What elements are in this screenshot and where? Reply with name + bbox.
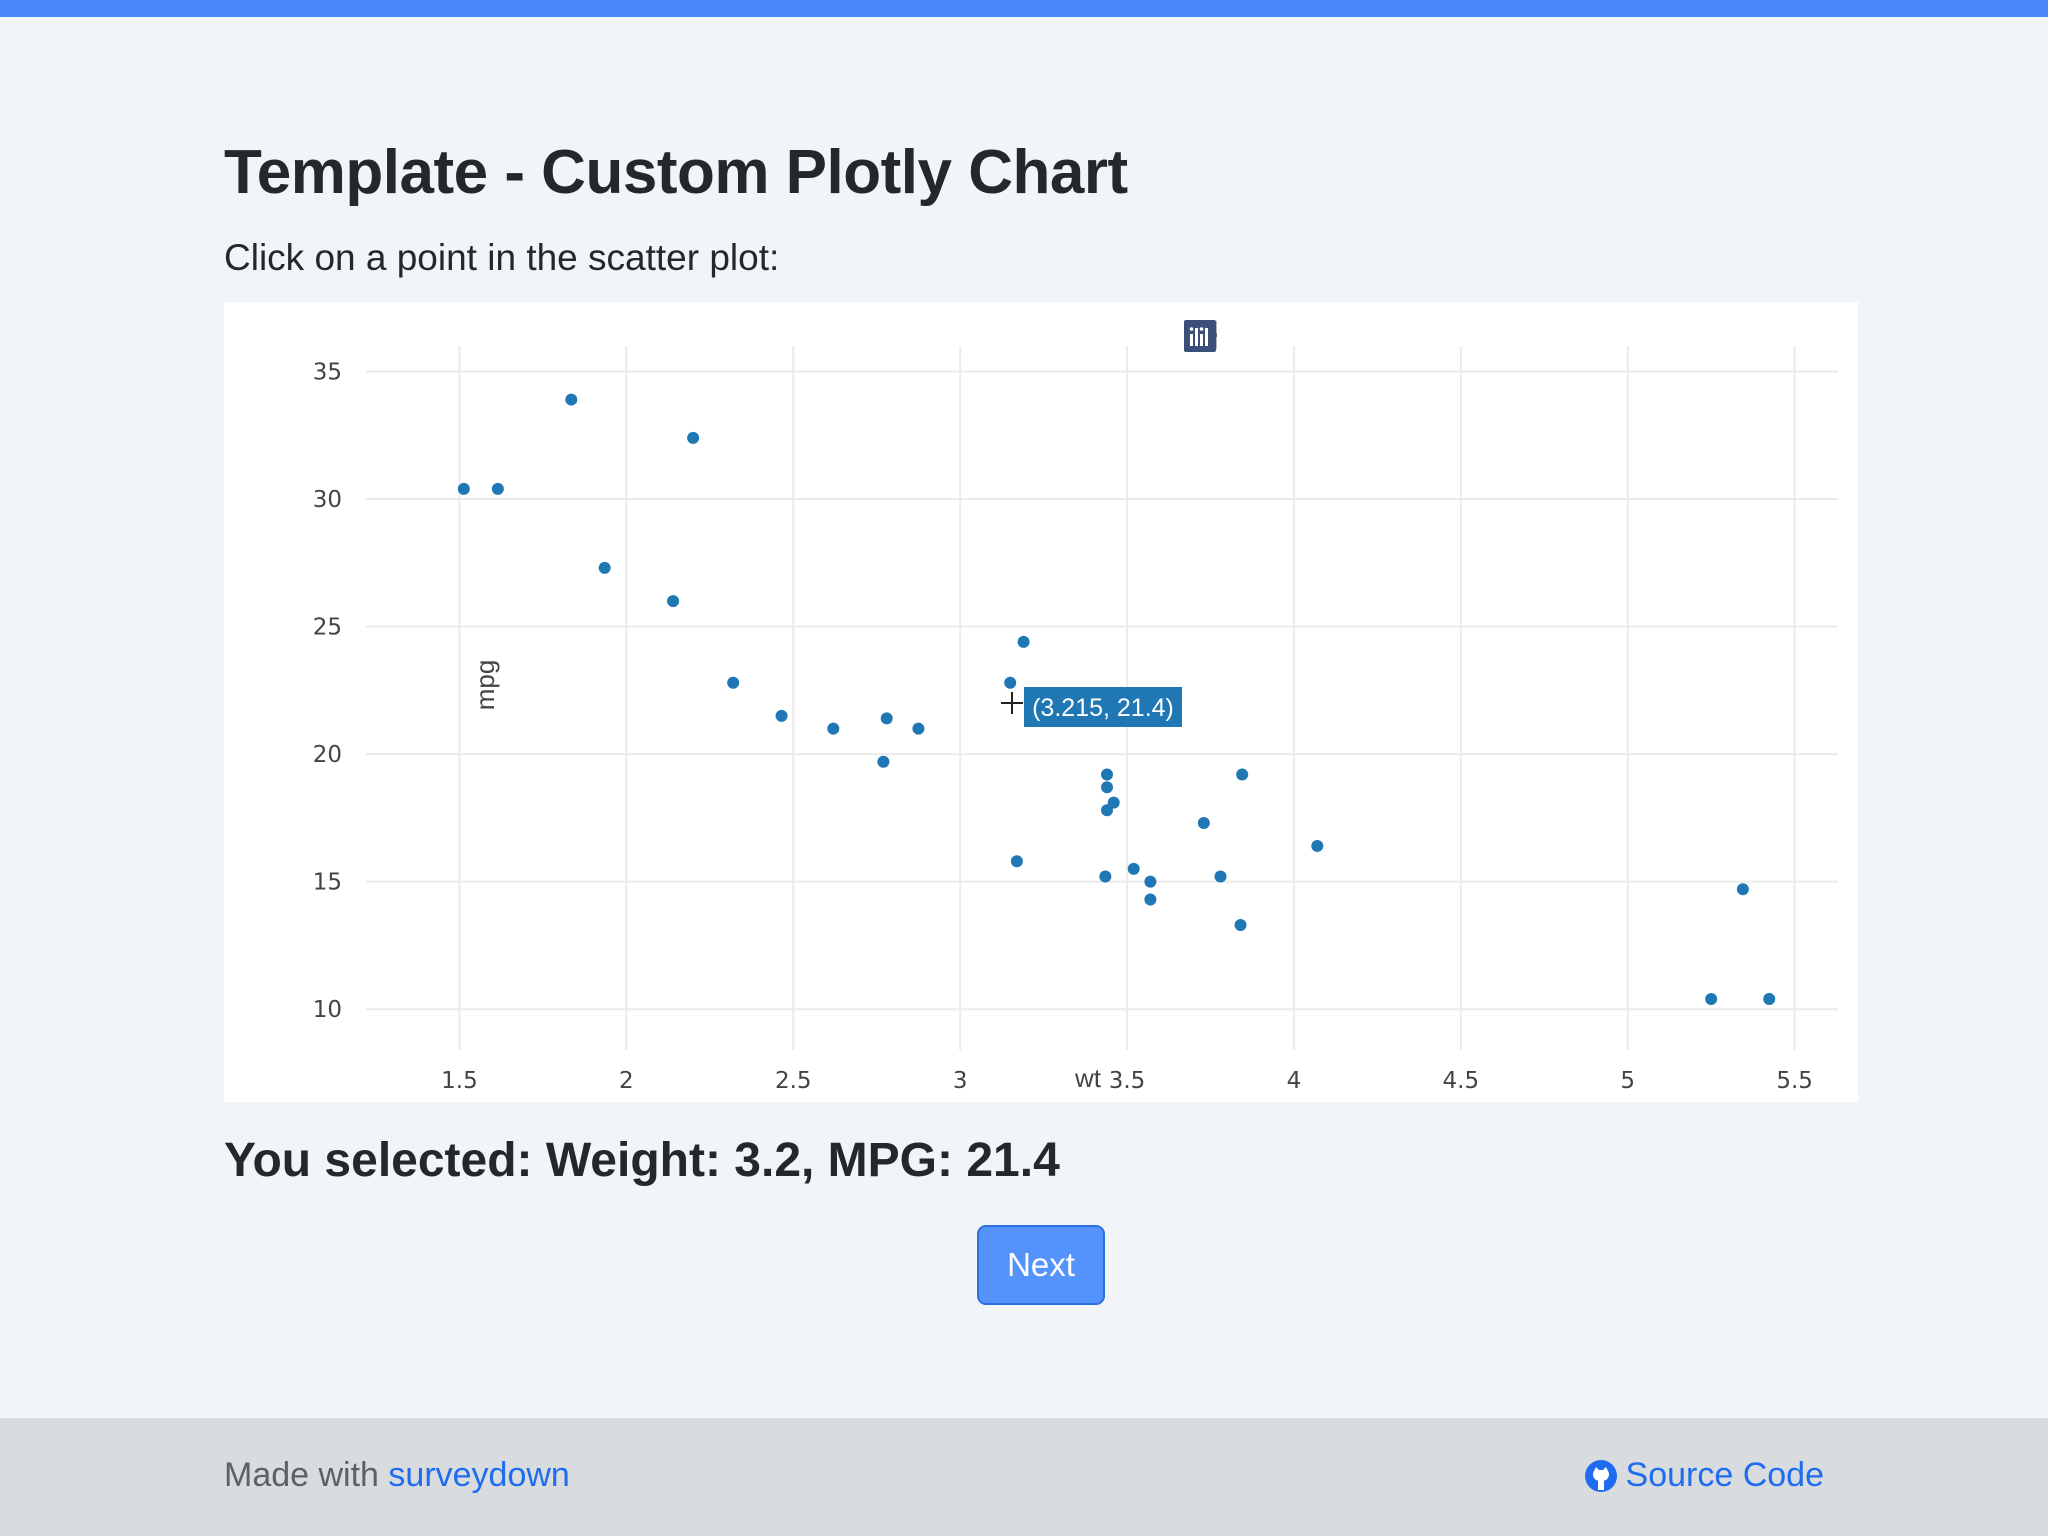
scatter-point[interactable] bbox=[1236, 768, 1249, 781]
plot-grid bbox=[366, 346, 1838, 1050]
x-axis-ticks: 1.5 2 2.5 3 3.5 4 4.5 5 5.5 bbox=[441, 1068, 1813, 1094]
x-tick-label: 2.5 bbox=[775, 1068, 812, 1094]
scatter-point[interactable] bbox=[1311, 839, 1324, 852]
scatter-point[interactable] bbox=[827, 722, 840, 735]
y-tick-label: 15 bbox=[313, 870, 342, 896]
scatter-point[interactable] bbox=[1234, 919, 1247, 932]
scatter-point[interactable] bbox=[667, 595, 680, 608]
question-prompt: Click on a point in the scatter plot: bbox=[224, 237, 780, 278]
lasso-select-icon[interactable] bbox=[1187, 320, 1444, 356]
scatter-point[interactable] bbox=[880, 712, 893, 725]
source-code-label: Source Code bbox=[1625, 1456, 1824, 1494]
scatter-point[interactable] bbox=[727, 676, 740, 689]
y-tick-label: 20 bbox=[313, 742, 342, 768]
hover-label-text: (3.215, 21.4) bbox=[1032, 694, 1174, 722]
scatter-point[interactable] bbox=[1101, 804, 1114, 817]
scatter-point[interactable] bbox=[1101, 768, 1114, 781]
hover-closest-icon[interactable] bbox=[1185, 320, 1724, 356]
autoscale-icon[interactable] bbox=[1184, 320, 1608, 356]
scatter-point[interactable] bbox=[1197, 816, 1210, 829]
y-tick-label: 30 bbox=[313, 487, 342, 513]
x-tick-label: 3 bbox=[953, 1068, 968, 1094]
source-code-link[interactable]: Source Code bbox=[1584, 1456, 1824, 1495]
plotly-modebar bbox=[1184, 320, 1840, 356]
page-title: Template - Custom Plotly Chart bbox=[224, 138, 1128, 207]
surveydown-link[interactable]: surveydown bbox=[388, 1456, 570, 1494]
x-tick-label: 4.5 bbox=[1443, 1068, 1480, 1094]
scatter-point[interactable] bbox=[1127, 862, 1140, 875]
y-tick-label: 10 bbox=[313, 997, 342, 1023]
plotly-chart[interactable]: 1.5 2 2.5 3 3.5 4 4.5 5 5.5 10 15 20 25 30 35 wt mpg … bbox=[224, 302, 1858, 1102]
zoom-out-icon[interactable] bbox=[1185, 320, 1560, 356]
footer: Made with surveydown Source Code bbox=[0, 1418, 2048, 1536]
pan-icon[interactable] bbox=[1185, 320, 1348, 356]
box-select-icon[interactable] bbox=[1185, 320, 1396, 356]
selection-result: You selected: Weight: 3.2, MPG: 21.4 bbox=[224, 1134, 1060, 1187]
scatter-point[interactable] bbox=[1004, 676, 1017, 689]
scatter-point[interactable] bbox=[598, 561, 611, 574]
made-with-text: Made with surveydown bbox=[224, 1456, 570, 1495]
scatter-point[interactable] bbox=[1144, 875, 1157, 888]
scatter-point[interactable] bbox=[1144, 893, 1157, 906]
x-tick-label: 1.5 bbox=[441, 1068, 478, 1094]
main-content: Template - Custom Plotly Chart Click on … bbox=[224, 130, 1858, 1305]
hover-compare-icon[interactable] bbox=[1185, 320, 1772, 356]
x-tick-label: 3.5 bbox=[1109, 1068, 1146, 1094]
made-with-label: Made with bbox=[224, 1456, 389, 1494]
x-tick-label: 4 bbox=[1287, 1068, 1302, 1094]
y-tick-label: 25 bbox=[313, 615, 342, 641]
y-tick-label: 35 bbox=[313, 360, 342, 386]
scatter-point[interactable] bbox=[1214, 870, 1227, 883]
scatter-point[interactable] bbox=[457, 482, 470, 495]
hover-tooltip: (3.215, 21.4) bbox=[1001, 687, 1182, 727]
scatter-point[interactable] bbox=[775, 709, 788, 722]
y-axis-title: mpg bbox=[470, 660, 500, 711]
x-tick-label: 5.5 bbox=[1776, 1068, 1813, 1094]
top-accent-bar bbox=[0, 0, 2048, 17]
zoom-in-icon[interactable] bbox=[1185, 320, 1512, 356]
hover-label-box bbox=[1024, 687, 1182, 727]
scatter-point[interactable] bbox=[565, 393, 578, 406]
scatter-point[interactable] bbox=[491, 482, 504, 495]
scatter-point[interactable] bbox=[1705, 992, 1718, 1005]
y-axis-ticks: 10 15 20 25 30 35 bbox=[313, 360, 342, 1024]
scatter-point[interactable] bbox=[1763, 992, 1776, 1005]
x-axis-title: wt bbox=[1074, 1063, 1102, 1093]
scatter-point[interactable] bbox=[912, 722, 925, 735]
github-icon bbox=[1584, 1459, 1617, 1492]
scatter-point[interactable] bbox=[1736, 883, 1749, 896]
reset-axes-icon[interactable] bbox=[1185, 320, 1656, 356]
plotly-logo-icon[interactable] bbox=[1184, 320, 1840, 356]
scatter-point[interactable] bbox=[1010, 855, 1023, 868]
next-button[interactable]: Next bbox=[977, 1225, 1105, 1305]
x-tick-label: 2 bbox=[619, 1068, 634, 1094]
zoom-icon[interactable] bbox=[1186, 320, 1300, 356]
scatter-point[interactable] bbox=[1101, 781, 1114, 794]
scatter-point[interactable] bbox=[687, 431, 700, 444]
x-tick-label: 5 bbox=[1620, 1068, 1635, 1094]
scatter-points bbox=[457, 393, 1776, 1005]
scatter-point[interactable] bbox=[1099, 870, 1112, 883]
scatter-point[interactable] bbox=[877, 755, 890, 768]
scatter-point[interactable] bbox=[1017, 635, 1030, 648]
